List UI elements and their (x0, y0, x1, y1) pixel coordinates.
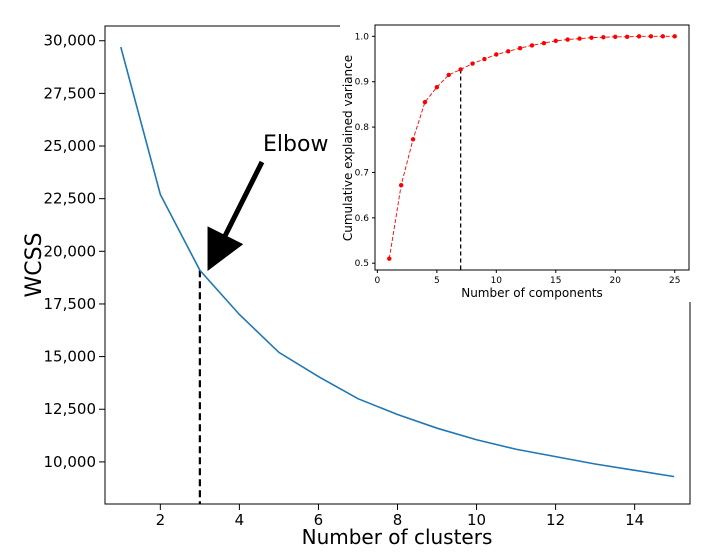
inset-data-point (672, 34, 677, 39)
main-x-tick-label: 12 (546, 511, 565, 529)
inset-x-tick-label: 10 (491, 276, 503, 286)
inset-data-point (624, 34, 630, 39)
inset-x-tick-label: 20 (610, 276, 622, 286)
inset-y-tick-label: 0.9 (355, 78, 370, 88)
inset-x-tick-label: 0 (375, 276, 381, 286)
inset-data-point (660, 34, 666, 39)
inset-x-axis-label: Number of components (461, 286, 603, 300)
main-series-line (120, 46, 675, 478)
main-y-tick-label: 15,000 (44, 348, 97, 366)
main-x-tick-label: 4 (235, 511, 245, 529)
inset-data-point (458, 67, 463, 72)
inset-data-point (434, 84, 440, 90)
main-y-tick-label: 27,500 (44, 84, 97, 102)
elbow-annotation: Elbow (263, 132, 328, 157)
inset-plot-background (375, 25, 689, 270)
inset-y-tick-label: 0.6 (355, 214, 370, 224)
inset-data-point (553, 38, 558, 44)
main-x-axis-label: Number of clusters (302, 525, 493, 549)
inset-y-tick-label: 0.8 (355, 123, 370, 133)
main-y-tick-label: 12,500 (44, 400, 97, 418)
inset-data-point (410, 137, 416, 142)
inset-x-tick-label: 15 (550, 276, 561, 286)
inset-data-point (422, 99, 428, 105)
inset-y-tick-label: 0.5 (355, 259, 369, 269)
explained-variance-inset-chart: 0 5 10 15 20 25 0.5 0.6 0.7 0.8 0.9 1.0 Number of c… (340, 20, 692, 302)
main-x-tick-label: 14 (625, 511, 644, 529)
inset-plot-frame (374, 24, 690, 271)
inset-data-point (494, 52, 499, 57)
inset-data-point (482, 56, 487, 62)
inset-data-point (648, 34, 654, 39)
main-y-tick-label: 17,500 (44, 295, 97, 313)
main-y-tick-label: 25,000 (44, 137, 97, 155)
main-x-tick-label: 10 (467, 511, 486, 529)
main-y-axis-label: WCSS (22, 232, 47, 297)
elbow-arrow (207, 160, 265, 271)
inset-x-tick-label: 5 (434, 276, 440, 286)
main-y-tick-label: 22,500 (44, 190, 97, 208)
inset-data-point (589, 35, 594, 40)
main-x-tick-label: 2 (156, 511, 166, 529)
main-x-tick-label: 6 (314, 511, 324, 529)
inset-data-point (636, 34, 642, 39)
inset-data-point (529, 43, 535, 48)
inset-data-point (387, 256, 392, 261)
inset-y-tick-label: 1.0 (355, 32, 370, 42)
inset-data-point (613, 34, 618, 39)
main-y-tick-label: 10,000 (44, 453, 97, 471)
inset-data-point (446, 72, 451, 78)
inset-x-tick-label: 25 (669, 276, 680, 286)
inset-data-point (601, 35, 606, 40)
inset-y-tick-label: 0.7 (355, 168, 369, 178)
inset-data-point (398, 182, 404, 188)
inset-y-axis-label: Cumulative explained variance (341, 55, 355, 241)
inset-data-point (470, 61, 475, 66)
inset-data-point (565, 37, 570, 42)
inset-data-point (517, 45, 523, 51)
main-y-tick-label: 20,000 (44, 242, 97, 260)
main-x-tick-label: 8 (393, 511, 403, 529)
inset-data-point (577, 36, 582, 41)
inset-data-point (506, 49, 511, 54)
main-y-tick-label: 30,000 (44, 32, 97, 50)
inset-data-point (541, 40, 547, 46)
